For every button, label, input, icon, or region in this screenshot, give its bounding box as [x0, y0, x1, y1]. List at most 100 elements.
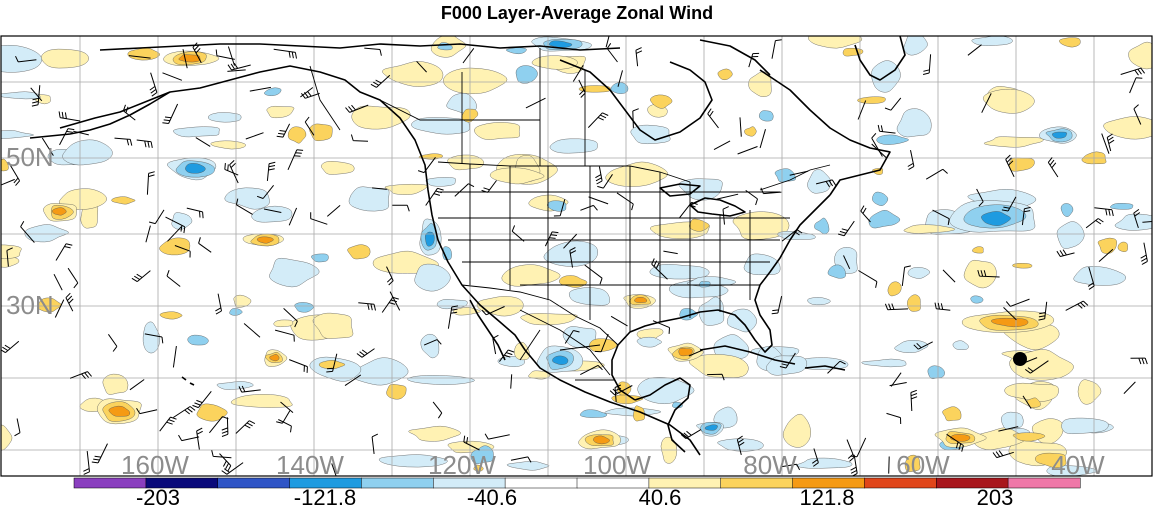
map-frame — [0, 35, 1153, 477]
contour-fill — [1060, 203, 1074, 217]
contour-fill — [548, 40, 573, 48]
contour-fill — [630, 124, 671, 145]
contour-fill — [1, 130, 34, 139]
wind-barb — [1085, 218, 1104, 229]
wind-barb — [280, 401, 294, 413]
wind-barb — [224, 163, 239, 176]
wind-barbs — [1, 36, 1152, 476]
contour-fill — [807, 297, 831, 306]
lon-label-80w: 80W — [743, 450, 797, 480]
wind-barb — [182, 49, 188, 69]
wind-barb — [55, 243, 73, 261]
wind-barb — [1047, 157, 1059, 178]
wind-barb — [195, 137, 211, 147]
wind-barb — [779, 352, 796, 369]
contour-fill — [579, 409, 608, 418]
wind-barb — [416, 60, 427, 73]
wind-barb — [857, 100, 867, 120]
wind-barb — [977, 269, 1000, 278]
wind-barb — [273, 48, 297, 59]
contour-fill — [311, 253, 329, 263]
wind-barb — [196, 427, 203, 450]
contour-fill — [650, 94, 673, 109]
lon-label-100w: 100W — [583, 450, 651, 480]
wind-barb — [632, 108, 639, 128]
contour-fill — [173, 126, 220, 138]
contour-fill — [952, 340, 969, 350]
contour-fill — [868, 210, 901, 229]
wind-barb — [564, 330, 580, 344]
wind-barb — [145, 225, 151, 243]
wind-barb — [1140, 242, 1148, 265]
wind-barb — [221, 462, 244, 475]
contour-fill — [774, 168, 796, 183]
contour-fill — [633, 405, 645, 422]
contour-fill — [1117, 241, 1128, 252]
contour-fill — [549, 138, 598, 154]
wind-barb — [1098, 248, 1114, 262]
wind-barb — [886, 412, 902, 425]
wind-barb — [1056, 249, 1075, 257]
wind-barb — [20, 221, 35, 243]
wind-barb — [1101, 133, 1110, 154]
wind-barb — [1087, 266, 1095, 290]
wind-barb — [356, 348, 375, 358]
contour-fill — [593, 435, 610, 445]
wind-barb — [907, 149, 915, 171]
wind-barb — [386, 266, 394, 286]
contour-fill — [698, 281, 711, 288]
wind-barb — [235, 198, 253, 215]
lon-label-140w: 140W — [276, 450, 344, 480]
map-title: F000 Layer-Average Zonal Wind — [440, 3, 714, 23]
contour-fill — [927, 365, 945, 380]
contour-fill — [384, 184, 428, 195]
wind-barb — [238, 385, 261, 393]
wind-barb — [1142, 221, 1152, 223]
wind-barb — [114, 137, 133, 146]
wind-barb — [510, 456, 532, 463]
wind-barb — [736, 435, 745, 456]
contour-fill — [506, 461, 550, 471]
wind-barb — [30, 87, 43, 102]
wind-barb — [326, 205, 341, 217]
wind-barb — [266, 161, 276, 181]
wind-barb — [227, 46, 235, 66]
wind-barb — [652, 320, 670, 334]
wind-barb — [165, 216, 186, 234]
wind-barb — [1038, 301, 1048, 321]
wind-barb — [635, 47, 643, 67]
wind-barb — [263, 208, 282, 213]
wind-barb — [174, 245, 191, 258]
contour-fill — [1, 244, 22, 260]
wind-barb — [41, 137, 54, 156]
wind-barb — [278, 419, 292, 433]
wind-barb — [1005, 298, 1030, 307]
contour-fill — [264, 87, 282, 97]
contour-fill — [1110, 203, 1134, 210]
wind-barb — [871, 143, 888, 159]
colorbar-label-2: -121.8 — [293, 485, 357, 510]
wind-barb — [1133, 208, 1141, 229]
contour-fill — [424, 231, 435, 247]
contour-fill — [1001, 411, 1024, 430]
contour-fill — [309, 123, 333, 142]
wind-barb — [288, 207, 298, 226]
contour-fill — [971, 36, 1013, 46]
contour-fill — [269, 354, 280, 362]
wind-barb — [594, 333, 609, 353]
wind-barb — [1, 178, 15, 186]
wind-barb — [58, 111, 81, 122]
contour-fill — [41, 48, 89, 69]
contour-fill — [108, 405, 131, 417]
contour-fill — [827, 264, 846, 279]
contour-fill — [1061, 417, 1109, 434]
contour-fill — [907, 294, 921, 312]
contour-fill — [443, 67, 508, 94]
wind-barb — [136, 407, 158, 415]
wind-contour-fills — [1, 36, 1152, 476]
wind-barb — [932, 209, 950, 226]
wind-barb — [976, 188, 984, 207]
contour-fill — [52, 207, 67, 216]
contour-fill — [473, 464, 484, 472]
contour-fill — [552, 355, 569, 365]
